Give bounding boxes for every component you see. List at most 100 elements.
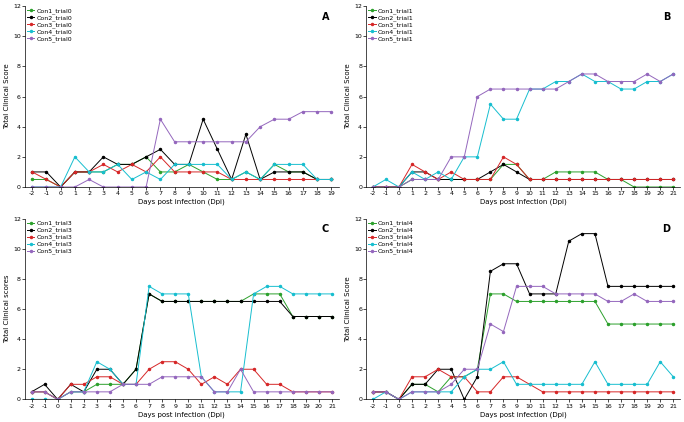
Con2_trial4: [382, 390, 390, 395]
Con4_trial3: [289, 291, 297, 296]
Con5_trial3: [250, 390, 258, 395]
Con4_trial0: [313, 177, 321, 182]
Con4_trial1: [669, 71, 677, 76]
Con4_trial3: [158, 291, 166, 296]
Con2_trial1: [499, 162, 508, 167]
Con4_trial3: [237, 390, 245, 395]
Con3_trial3: [184, 367, 192, 372]
Con5_trial0: [299, 109, 307, 114]
Con5_trial1: [408, 177, 416, 182]
Con1_trial0: [114, 162, 122, 167]
Con3_trial3: [315, 390, 323, 395]
Con5_trial1: [473, 94, 482, 99]
Con2_trial4: [525, 291, 534, 296]
Con1_trial0: [28, 177, 36, 182]
Con5_trial0: [57, 184, 65, 189]
Con2_trial3: [224, 299, 232, 304]
Con1_trial1: [630, 184, 638, 189]
X-axis label: Days post Infection (Dpi): Days post Infection (Dpi): [479, 199, 566, 206]
Con1_trial4: [395, 397, 403, 402]
Con2_trial1: [538, 177, 547, 182]
Line: Con1_trial4: Con1_trial4: [372, 293, 674, 400]
Con5_trial4: [617, 299, 625, 304]
Con2_trial1: [669, 177, 677, 182]
Con3_trial0: [185, 169, 193, 174]
Con5_trial3: [197, 374, 205, 379]
Con5_trial0: [99, 184, 107, 189]
Con4_trial3: [302, 291, 310, 296]
Con4_trial0: [299, 162, 307, 167]
Con5_trial0: [228, 139, 236, 144]
Con2_trial3: [66, 382, 75, 387]
Con1_trial3: [315, 314, 323, 319]
Con2_trial3: [250, 299, 258, 304]
Con4_trial4: [643, 382, 651, 387]
Con4_trial1: [630, 87, 638, 92]
Con4_trial3: [250, 291, 258, 296]
Con5_trial3: [289, 390, 297, 395]
Con2_trial1: [604, 177, 612, 182]
Con5_trial4: [630, 291, 638, 296]
Con3_trial4: [669, 390, 677, 395]
Con1_trial3: [53, 397, 62, 402]
Con3_trial3: [250, 367, 258, 372]
Con3_trial3: [328, 390, 336, 395]
Con4_trial0: [285, 162, 293, 167]
Con4_trial3: [40, 397, 49, 402]
Con4_trial4: [408, 390, 416, 395]
Con2_trial4: [578, 231, 586, 236]
Con1_trial1: [538, 177, 547, 182]
Con4_trial1: [643, 79, 651, 84]
Con3_trial1: [486, 177, 495, 182]
Con2_trial4: [434, 367, 443, 372]
Con5_trial1: [434, 177, 443, 182]
Line: Con5_trial3: Con5_trial3: [31, 368, 333, 400]
Con1_trial1: [578, 169, 586, 174]
Line: Con3_trial1: Con3_trial1: [372, 156, 674, 188]
Con3_trial0: [299, 177, 307, 182]
Con4_trial4: [617, 382, 625, 387]
Con3_trial4: [525, 382, 534, 387]
Con4_trial1: [486, 102, 495, 107]
Con5_trial4: [460, 367, 469, 372]
Con4_trial0: [213, 162, 222, 167]
Con5_trial1: [669, 71, 677, 76]
Con4_trial4: [604, 382, 612, 387]
Con4_trial3: [93, 359, 101, 364]
Y-axis label: Total Clinical Score: Total Clinical Score: [4, 64, 10, 130]
Con5_trial4: [434, 390, 443, 395]
Con5_trial1: [656, 79, 664, 84]
Con2_trial0: [28, 169, 36, 174]
Line: Con4_trial0: Con4_trial0: [31, 156, 332, 188]
Con3_trial4: [512, 374, 521, 379]
Con5_trial4: [643, 299, 651, 304]
Con2_trial3: [93, 367, 101, 372]
Con5_trial0: [128, 184, 136, 189]
Con5_trial0: [313, 109, 321, 114]
Con3_trial0: [156, 154, 164, 160]
Y-axis label: Total Clinical Score: Total Clinical Score: [345, 276, 352, 342]
Con4_trial1: [591, 79, 599, 84]
Con2_trial1: [591, 177, 599, 182]
Con1_trial1: [421, 177, 429, 182]
Con2_trial3: [237, 299, 245, 304]
Con4_trial0: [256, 177, 264, 182]
Con1_trial1: [486, 177, 495, 182]
Con3_trial0: [128, 162, 136, 167]
Con1_trial4: [551, 299, 560, 304]
Con2_trial0: [70, 169, 79, 174]
Con3_trial1: [604, 177, 612, 182]
Con3_trial0: [42, 177, 51, 182]
Con4_trial4: [656, 359, 664, 364]
Con4_trial3: [315, 291, 323, 296]
Con1_trial0: [328, 177, 336, 182]
Con5_trial4: [538, 284, 547, 289]
Con1_trial3: [66, 390, 75, 395]
Con3_trial3: [224, 382, 232, 387]
Line: Con5_trial0: Con5_trial0: [31, 111, 332, 188]
Con3_trial0: [57, 184, 65, 189]
Y-axis label: Total Clinical Score: Total Clinical Score: [345, 64, 352, 130]
Line: Con2_trial1: Con2_trial1: [372, 163, 674, 188]
Con1_trial1: [565, 169, 573, 174]
Con2_trial3: [184, 299, 192, 304]
